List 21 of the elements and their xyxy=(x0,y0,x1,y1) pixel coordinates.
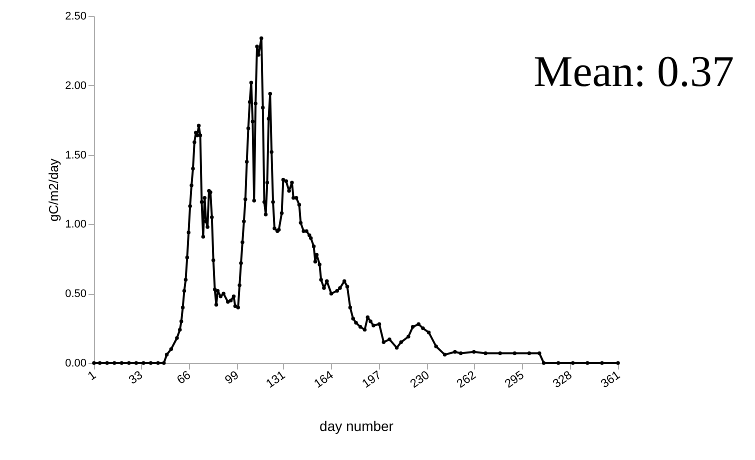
x-tick-label: 1 xyxy=(85,368,99,384)
x-tick-label: 197 xyxy=(359,368,384,391)
y-tick-label: 1.00 xyxy=(65,218,86,231)
x-tick-label: 131 xyxy=(263,368,288,391)
x-tick-label: 361 xyxy=(598,368,623,391)
x-tick-label: 164 xyxy=(311,368,336,391)
annotation: Mean: 0.37 xyxy=(534,47,734,96)
y-tick-label: 2.00 xyxy=(65,80,86,92)
x-tick-label: 328 xyxy=(550,368,575,391)
y-tick-label: 0.00 xyxy=(65,358,86,370)
x-tick-label: 230 xyxy=(407,368,432,391)
y-tick-label: 2.50 xyxy=(65,10,86,22)
y-tick-label: 0.50 xyxy=(65,288,86,300)
x-tick-label: 66 xyxy=(174,368,194,387)
x-tick-label: 99 xyxy=(222,368,242,387)
y-axis-title: gC/m2/day xyxy=(46,158,62,222)
x-tick-label: 295 xyxy=(502,368,527,391)
x-tick-label: 262 xyxy=(454,368,479,391)
x-axis-title: day number xyxy=(320,418,394,434)
x-tick-label: 33 xyxy=(126,368,146,387)
y-tick-label: 1.50 xyxy=(65,149,86,162)
